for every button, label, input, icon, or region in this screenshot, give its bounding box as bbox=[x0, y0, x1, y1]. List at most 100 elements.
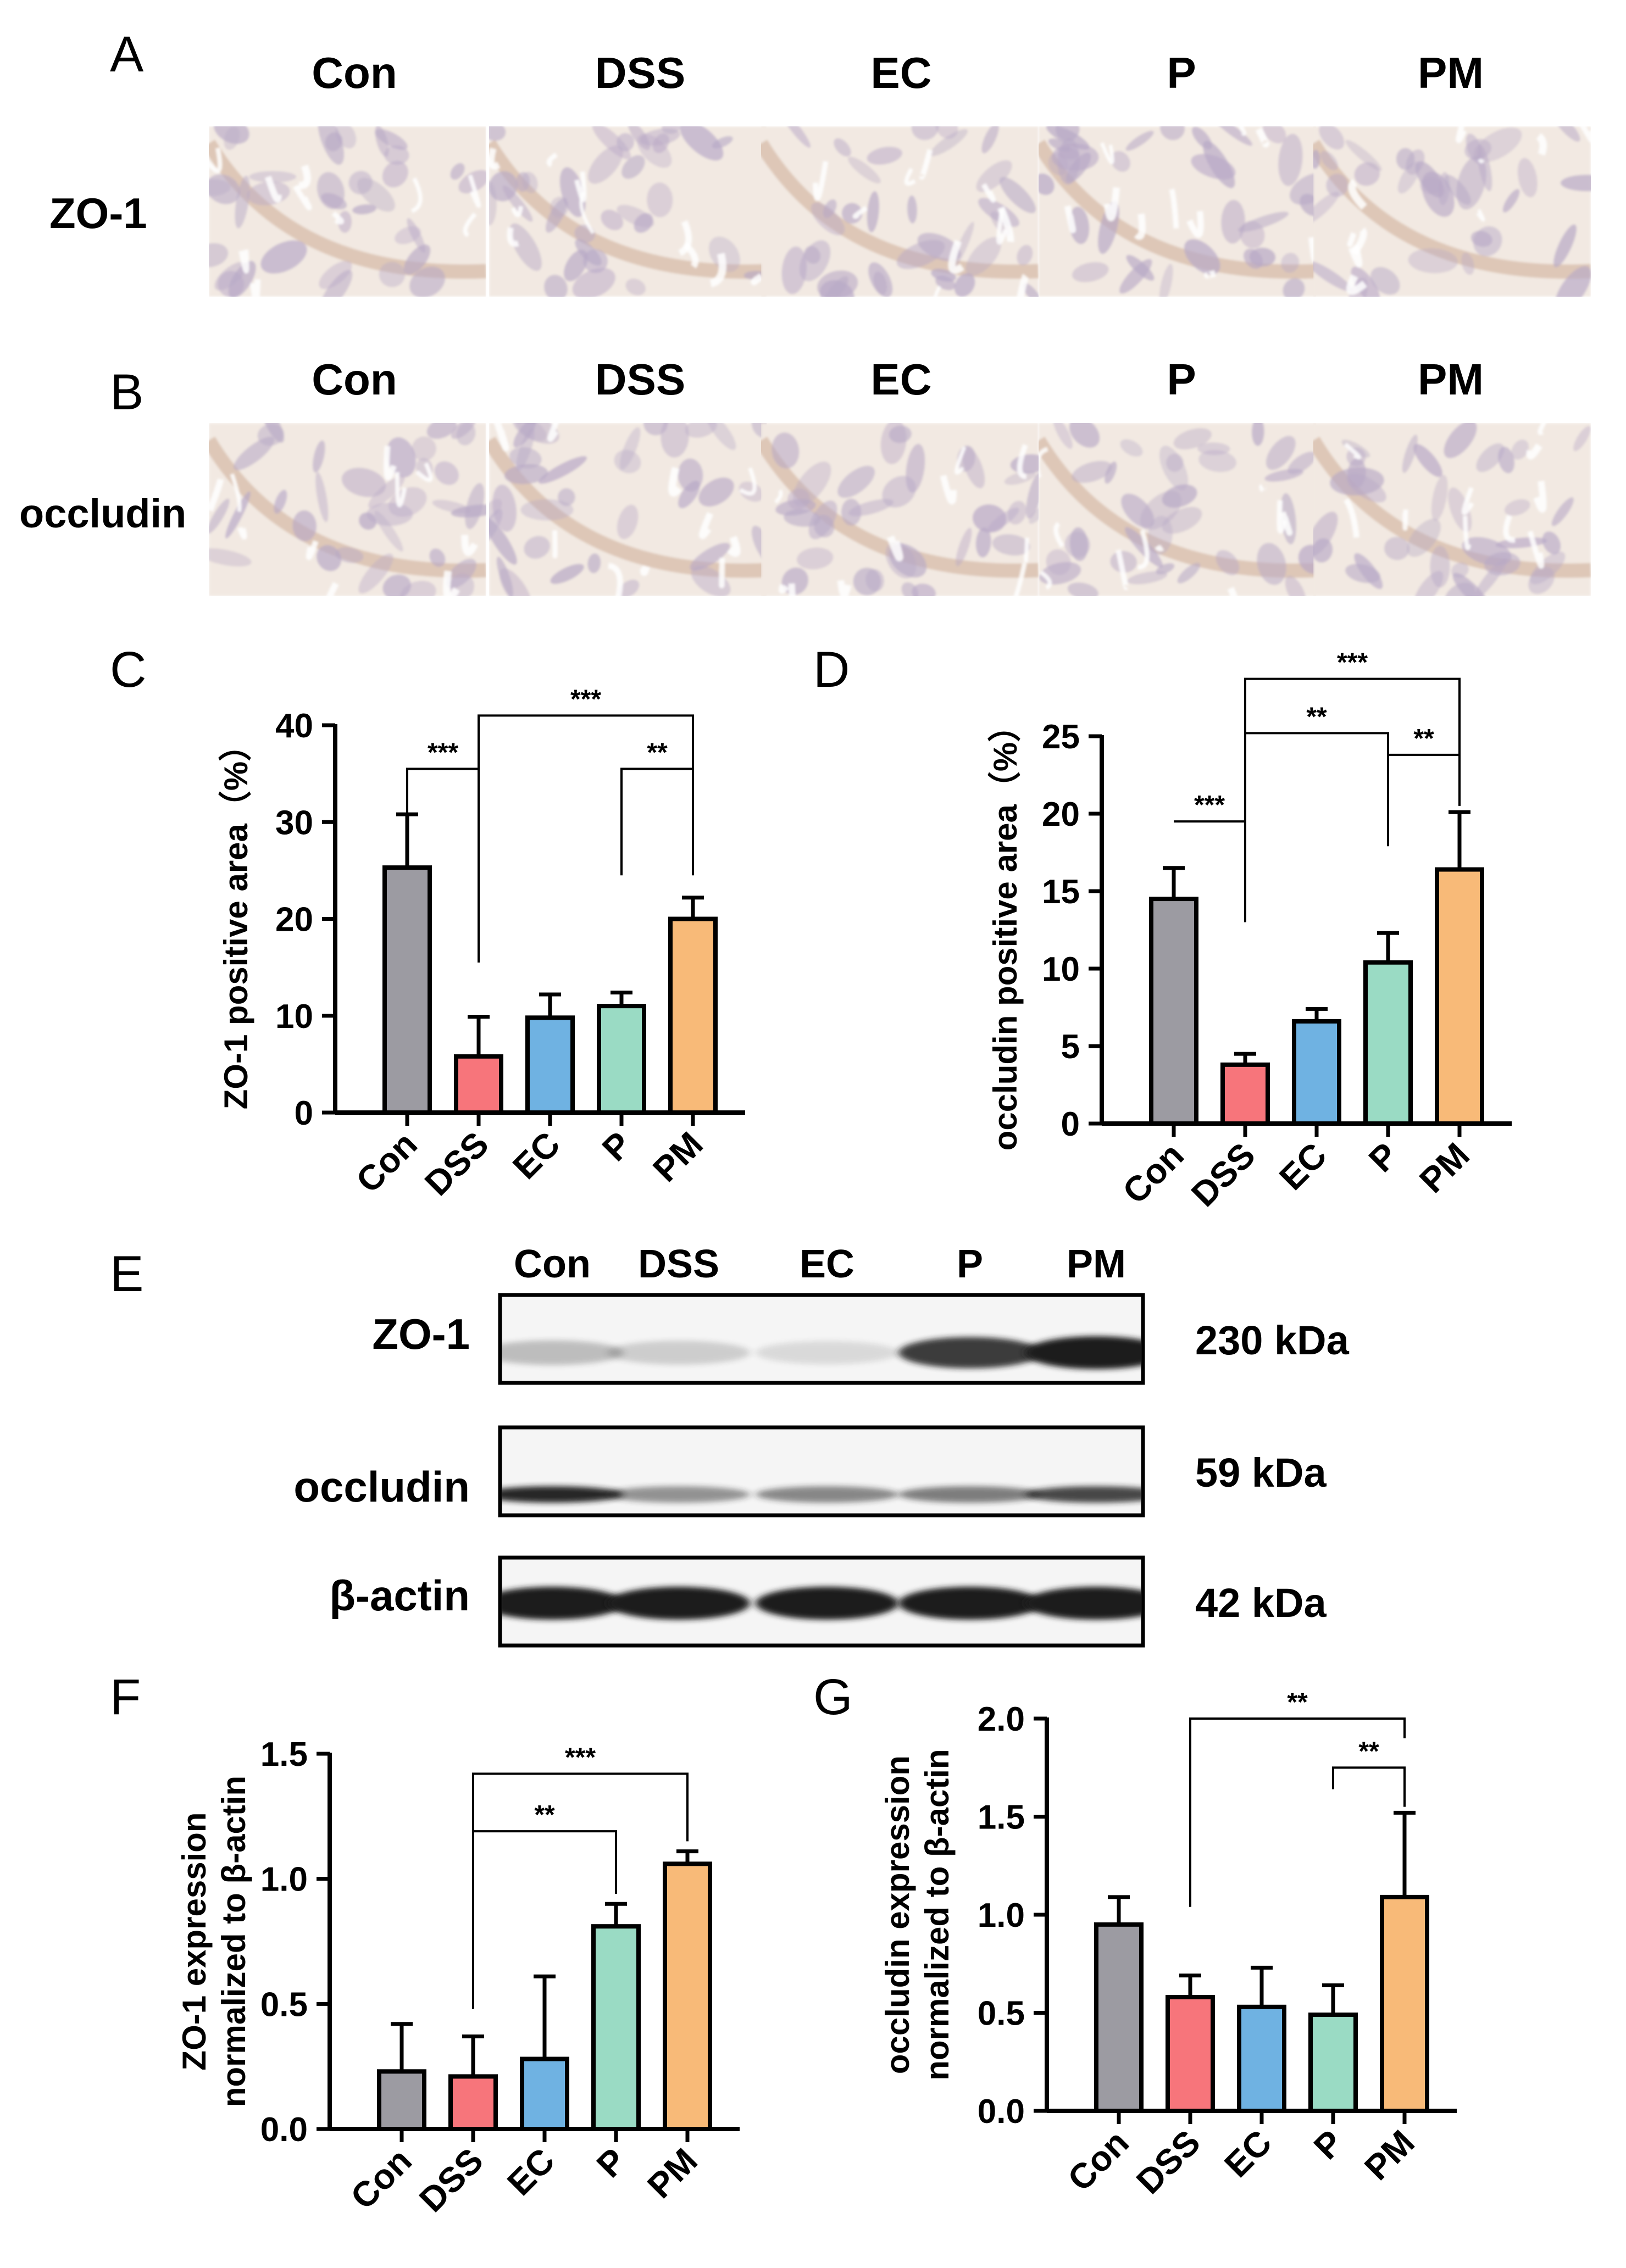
blot-band-dss bbox=[607, 1486, 750, 1503]
chart-c-significance-bracket bbox=[478, 714, 694, 769]
chart-g-bar-con bbox=[1094, 1922, 1144, 2114]
chart-g-y-axis-label: occludin expressionnormalized to β-actin bbox=[879, 1749, 956, 2080]
chart-g-significance-stars: ** bbox=[1287, 1688, 1308, 1717]
blot-band-dss bbox=[607, 1587, 750, 1620]
blot-protein-label: occludin bbox=[293, 1463, 470, 1511]
chart-c-x-tick-label-con: Con bbox=[348, 1124, 425, 1200]
chart-c-significance-bracket bbox=[406, 768, 480, 963]
chart-d-significance-stars: ** bbox=[1306, 702, 1327, 731]
chart-d-significance-stars: ** bbox=[1413, 724, 1434, 753]
chart-d-significance-bracket bbox=[1244, 732, 1389, 922]
chart-f-y-tick-label: 1.5 bbox=[260, 1736, 308, 1774]
chart-c-y-tick-label: 20 bbox=[275, 901, 313, 939]
chart-c-significance-bracket bbox=[620, 768, 694, 876]
chart-d-bar-con bbox=[1149, 897, 1198, 1126]
chart-g-bar-dss bbox=[1166, 1994, 1215, 2113]
chart-d-x-tick-label-pm: PM bbox=[1412, 1135, 1477, 1200]
chart-c-bar-p bbox=[597, 1004, 646, 1115]
chart-c-bar-ec bbox=[525, 1015, 575, 1115]
chart-g-x-tick-label-dss: DSS bbox=[1129, 2122, 1208, 2202]
panel-b-ihc-occludin: B occludin Con DSS EC P PM bbox=[19, 355, 1591, 596]
chart-d-y-tick-label: 15 bbox=[1042, 873, 1080, 911]
blot-band-ec bbox=[756, 1341, 898, 1365]
chart-d-significance-bracket bbox=[1244, 677, 1461, 806]
ihc-tile-a-p bbox=[1039, 126, 1316, 297]
blot-row-actin: β-actin 42 kDa bbox=[329, 1555, 1327, 1648]
chart-d-y-tick-label: 25 bbox=[1042, 718, 1080, 756]
chart-f-bar-ec bbox=[520, 2056, 569, 2131]
blot-band-p bbox=[898, 1486, 1041, 1503]
chart-g-significance-bracket bbox=[1332, 1766, 1406, 1807]
ihc-tile-b-ec bbox=[761, 423, 1039, 596]
chart-g-x-tick-label-p: P bbox=[1306, 2122, 1351, 2167]
ihc-tile-a-ec bbox=[761, 126, 1039, 297]
chart-g-y-tick-label: 1.5 bbox=[978, 1799, 1025, 1837]
chart-f-bar-con bbox=[377, 2069, 426, 2132]
blot-band-con bbox=[502, 1340, 624, 1365]
chart-f-y-tick-label: 1.0 bbox=[260, 1861, 308, 1899]
chart-d-x-tick-label-dss: DSS bbox=[1184, 1135, 1263, 1214]
panel-a-ihc-zo1: A ZO-1 Con DSS EC P PM bbox=[49, 26, 1591, 297]
panel-g-letter: G bbox=[813, 1669, 853, 1725]
chart-d-y-tick-label: 10 bbox=[1042, 950, 1080, 988]
chart-f-x-tick-label-ec: EC bbox=[500, 2141, 562, 2203]
chart-g-bar-pm bbox=[1380, 1894, 1429, 2114]
chart-f-x-tick-label-p: P bbox=[589, 2141, 634, 2185]
blot-band-p bbox=[898, 1587, 1041, 1620]
blot-band-pm bbox=[1025, 1587, 1141, 1620]
chart-g-x-tick-label-pm: PM bbox=[1357, 2122, 1422, 2188]
panel-e-blots: Con DSS EC P PM ZO-1 230 kDa occludin 59 kDa β-ac… bbox=[293, 1242, 1350, 1648]
blot-lane-label-pm: PM bbox=[1067, 1242, 1126, 1286]
chart-f-bar-pm bbox=[663, 1861, 712, 2131]
chart-d-bar-dss bbox=[1220, 1062, 1270, 1126]
chart-d-significance-stars: *** bbox=[1337, 648, 1368, 677]
chart-f-bar-p bbox=[591, 1924, 641, 2131]
blot-molecular-weight: 230 kDa bbox=[1195, 1318, 1350, 1363]
chart-c-x-tick-label-pm: PM bbox=[645, 1124, 711, 1189]
chart-c-y-tick-label: 10 bbox=[275, 998, 313, 1036]
chart-c-y-tick-label: 40 bbox=[275, 707, 313, 745]
blot-lane-label-dss: DSS bbox=[638, 1242, 719, 1286]
chart-c-bar-dss bbox=[454, 1054, 503, 1115]
chart-c-bar-pm bbox=[668, 916, 718, 1115]
panel-c-letter: C bbox=[110, 642, 146, 698]
chart-g-y-tick-label: 0.5 bbox=[978, 1995, 1025, 2033]
chart-d-bar-ec bbox=[1292, 1019, 1341, 1126]
ihc-tile-b-dss bbox=[489, 423, 767, 596]
ihc-tile-b-p bbox=[1039, 423, 1316, 596]
blot-protein-label: β-actin bbox=[329, 1571, 470, 1620]
panel-d-letter: D bbox=[813, 642, 850, 698]
chart-g-bar-p bbox=[1308, 2013, 1358, 2114]
chart-f-bar-dss bbox=[448, 2074, 498, 2131]
blot-band-ec bbox=[756, 1486, 898, 1503]
blot-row-occludin: occludin 59 kDa bbox=[293, 1425, 1327, 1517]
chart-f-significance-bracket bbox=[472, 1830, 617, 2009]
chart-d-y-tick-label: 20 bbox=[1042, 796, 1080, 833]
chart-g-x-tick-label-ec: EC bbox=[1217, 2122, 1279, 2185]
ihc-tile-a-dss bbox=[489, 126, 767, 297]
chart-f-x-tick-label-dss: DSS bbox=[412, 2141, 491, 2220]
ihc-tile-b-pm bbox=[1313, 423, 1591, 596]
chart-f-x-tick-label-con: Con bbox=[343, 2141, 419, 2217]
chart-d-y-axis-label: occludin positive area（%） bbox=[987, 709, 1024, 1151]
chart-c-significance-stars: *** bbox=[428, 738, 458, 767]
blot-band-p bbox=[898, 1337, 1041, 1369]
panel-b-row-label: occludin bbox=[19, 491, 186, 536]
panel-a-header-ec: EC bbox=[870, 48, 931, 97]
blot-membrane-frame bbox=[498, 1293, 1145, 1385]
chart-d-y-tick-label: 0 bbox=[1061, 1105, 1080, 1143]
panel-a-header-con: Con bbox=[312, 48, 397, 97]
chart-g-x-tick-label-con: Con bbox=[1060, 2122, 1136, 2199]
chart-d-y-tick-label: 5 bbox=[1061, 1028, 1080, 1066]
chart-f-significance-bracket bbox=[472, 1772, 689, 1842]
chart-d-bar-pm bbox=[1435, 867, 1484, 1126]
chart-c-y-tick-label: 0 bbox=[295, 1094, 313, 1132]
blot-band-ec bbox=[756, 1587, 898, 1620]
blot-band-con bbox=[502, 1587, 624, 1620]
chart-g-y-tick-label: 0.0 bbox=[978, 2093, 1025, 2131]
